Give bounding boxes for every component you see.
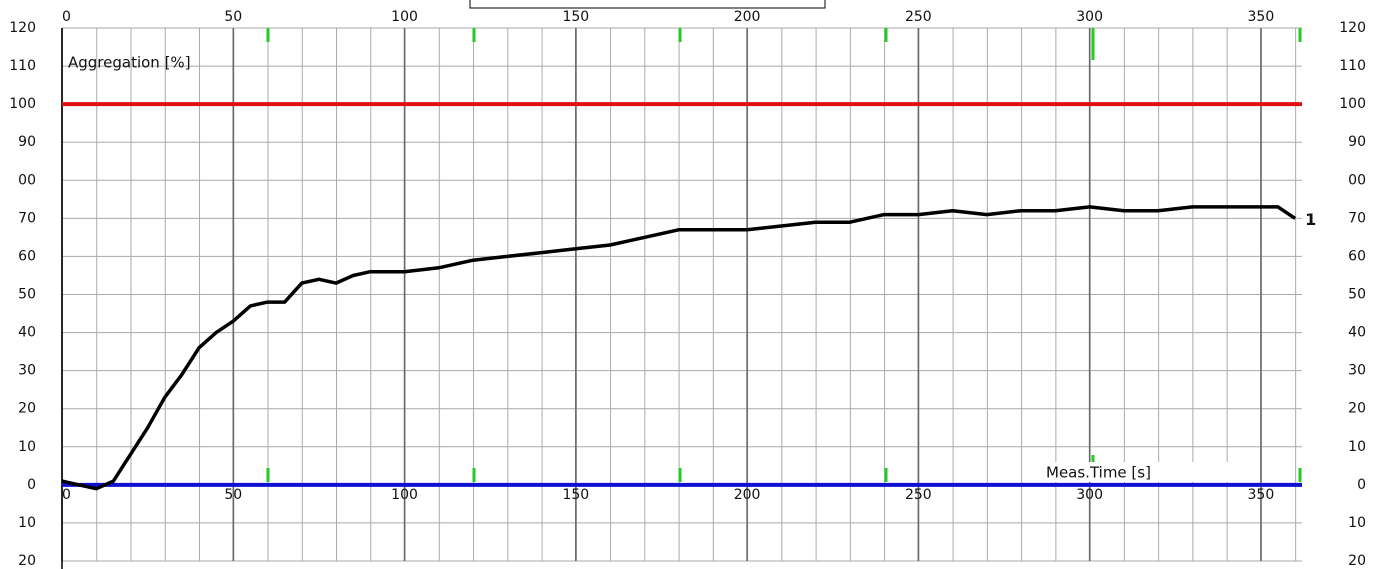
x-tick-label-lower: 50	[224, 487, 242, 503]
y-tick-label: 50	[18, 287, 36, 303]
x-tick-label: 250	[905, 9, 932, 25]
y-tick-label: 90	[18, 134, 36, 150]
x-tick-label: 350	[1248, 9, 1275, 25]
x-tick-label-lower: 250	[905, 487, 932, 503]
y2-tick-label: 40	[1348, 325, 1366, 341]
x-tick-label-lower: 150	[562, 487, 589, 503]
y2-tick-label: 10	[1348, 515, 1366, 531]
header-box	[469, 0, 826, 9]
x-tick-label: 200	[734, 9, 761, 25]
y-tick-label: 10	[18, 515, 36, 531]
x-tick-label: 50	[224, 9, 242, 25]
y-tick-label: 30	[18, 363, 36, 379]
y-tick-label: 20	[18, 553, 36, 569]
y-tick-label: 100	[9, 96, 36, 112]
y-tick-label: 00	[18, 172, 36, 188]
y-tick-label: 10	[18, 439, 36, 455]
y2-tick-label: 50	[1348, 287, 1366, 303]
x-tick-label-lower: 350	[1248, 487, 1275, 503]
x-tick-label: 150	[562, 9, 589, 25]
y-tick-label: 110	[9, 58, 36, 74]
y2-tick-label: 60	[1348, 248, 1366, 264]
series-label: 1	[1305, 210, 1316, 229]
y2-tick-label: 10	[1348, 439, 1366, 455]
x-tick-label: 0	[62, 9, 71, 25]
y2-tick-label: 20	[1348, 553, 1366, 569]
y2-tick-label: 110	[1339, 58, 1366, 74]
y2-tick-label: 30	[1348, 363, 1366, 379]
y2-tick-label: 00	[1348, 172, 1366, 188]
x-tick-label-lower: 100	[391, 487, 418, 503]
y-tick-label: 20	[18, 401, 36, 417]
x-tick-label-lower: 200	[734, 487, 761, 503]
x-axis-title: Meas.Time [s]	[1046, 464, 1151, 482]
y-tick-label: 40	[18, 325, 36, 341]
y-tick-label: 0	[27, 477, 36, 493]
x-tick-label: 300	[1076, 9, 1103, 25]
x-tick-label: 100	[391, 9, 418, 25]
y2-tick-label: 120	[1339, 20, 1366, 36]
y-tick-label: 70	[18, 210, 36, 226]
y2-tick-label: 0	[1357, 477, 1366, 493]
y2-tick-label: 90	[1348, 134, 1366, 150]
y2-tick-label: 70	[1348, 210, 1366, 226]
y-axis-title: Aggregation [%]	[68, 54, 191, 72]
x-tick-label-lower: 0	[62, 487, 71, 503]
x-tick-label-lower: 300	[1076, 487, 1103, 503]
label-bg	[1044, 462, 1260, 482]
y-tick-label: 60	[18, 248, 36, 264]
y2-tick-label: 100	[1339, 96, 1366, 112]
data-line	[61, 205, 1297, 491]
y2-tick-label: 20	[1348, 401, 1366, 417]
y-tick-label: 120	[9, 20, 36, 36]
